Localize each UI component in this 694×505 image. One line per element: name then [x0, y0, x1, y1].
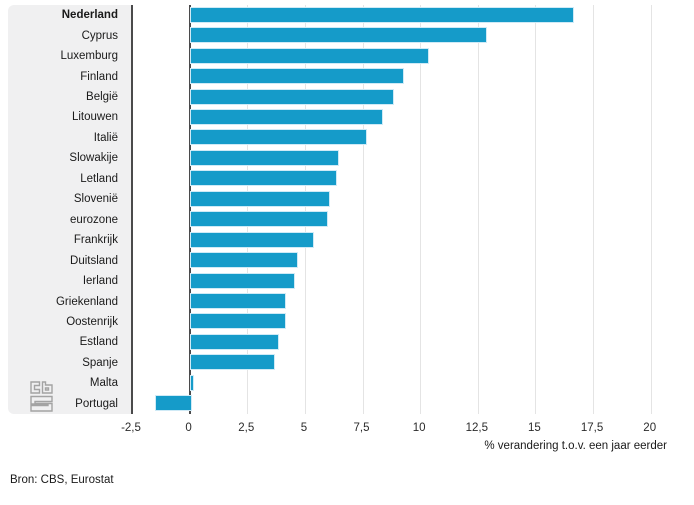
category-label-belgi-: België [86, 91, 118, 104]
gridline [362, 5, 364, 414]
category-label-eurozone: eurozone [70, 213, 118, 226]
bar-estland [190, 334, 279, 349]
bar-cyprus [190, 28, 486, 43]
x-tick-label: 7,5 [353, 422, 370, 434]
x-axis-title: % verandering t.o.v. een jaar eerder [484, 440, 667, 452]
x-tick-label: 20 [643, 422, 657, 434]
bar-eurozone [190, 212, 327, 227]
gridline [593, 5, 595, 414]
category-label-cyprus: Cyprus [81, 29, 118, 42]
bar-nederland [190, 7, 574, 22]
bar-itali- [190, 130, 366, 145]
bar-oostenrijk [190, 314, 286, 329]
x-tick-label: 0 [185, 422, 192, 434]
gridline [420, 5, 422, 414]
plot-area [131, 5, 667, 414]
bar-spanje [190, 355, 274, 370]
source-text: Bron: CBS, Eurostat [10, 474, 114, 486]
x-tick-label: 10 [412, 422, 426, 434]
gridline [247, 5, 249, 414]
category-label-duitsland: Duitsland [70, 254, 118, 267]
bar-belgi- [190, 89, 394, 104]
category-label-letland: Letland [80, 172, 118, 185]
category-label-oostenrijk: Oostenrijk [66, 315, 118, 328]
category-label-sloveni-: Slovenië [73, 193, 118, 206]
bar-luxemburg [190, 48, 429, 63]
bar-finland [190, 69, 403, 84]
cbs-logo-icon [29, 380, 54, 418]
x-tick-label: 17,5 [580, 422, 604, 434]
bar-griekenland [190, 294, 286, 309]
bar-duitsland [190, 253, 297, 268]
x-tick-label: 15 [528, 422, 541, 434]
category-label-malta: Malta [89, 377, 118, 390]
x-tick-label: 5 [300, 422, 308, 434]
category-label-estland: Estland [79, 336, 118, 349]
bar-ierland [190, 273, 295, 288]
gridline [535, 5, 537, 414]
bar-sloveni- [190, 191, 329, 206]
bar-malta [190, 375, 193, 390]
x-tick-label: -2,5 [121, 422, 141, 434]
bar-slowakije [190, 150, 339, 165]
category-label-finland: Finland [80, 70, 118, 83]
category-label-panel: Nederland Cyprus Luxemburg Finland België Lit… [8, 5, 131, 414]
bar-frankrijk [190, 232, 313, 247]
category-label-ierland: Ierland [82, 275, 118, 288]
category-label-frankrijk: Frankrijk [73, 234, 118, 247]
gridline [304, 5, 306, 414]
bar-litouwen [190, 109, 382, 124]
category-label-nederland: Nederland [61, 9, 118, 22]
gridline [650, 5, 652, 414]
category-label-portugal: Portugal [75, 397, 118, 410]
category-label-slowakije: Slowakije [69, 152, 118, 165]
category-label-spanje: Spanje [82, 356, 118, 369]
category-label-luxemburg: Luxemburg [60, 50, 118, 63]
bar-portugal [156, 396, 191, 411]
bar-letland [190, 171, 336, 186]
category-label-litouwen: Litouwen [71, 111, 118, 124]
category-label-itali-: Italië [93, 131, 118, 144]
x-tick-label: 2,5 [238, 422, 255, 434]
category-label-griekenland: Griekenland [55, 295, 118, 308]
zero-axis-line [188, 5, 191, 414]
gridline [477, 5, 479, 414]
x-tick-label: 12,5 [465, 422, 488, 434]
